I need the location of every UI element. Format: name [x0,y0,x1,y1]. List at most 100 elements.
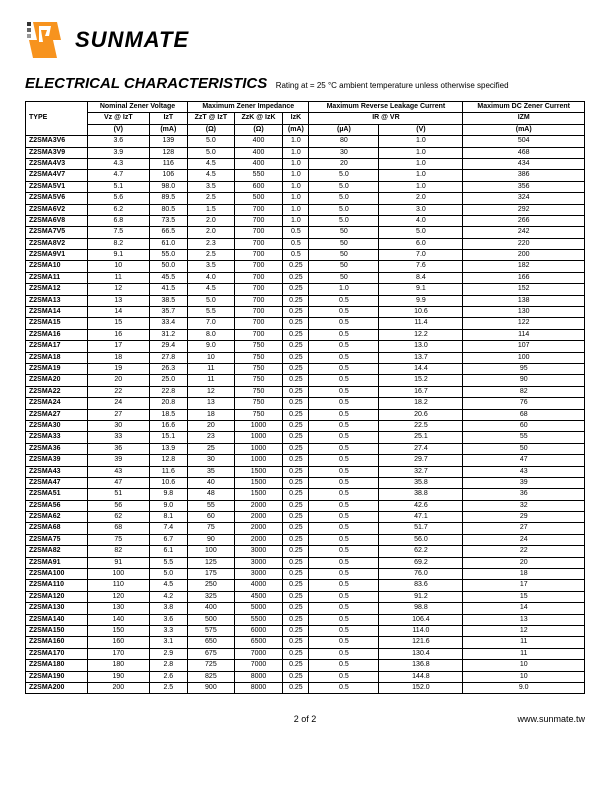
table-cell: 5.5 [188,307,235,318]
table-cell: 0.25 [283,261,309,272]
table-cell: 5.0 [309,204,379,215]
table-cell: 170 [88,648,150,659]
table-cell: 3.9 [88,147,150,158]
table-row: Z2SMA51519.84815000.250.538.836 [26,489,585,500]
table-cell: 7000 [234,660,283,671]
table-cell: 3.6 [88,136,150,147]
table-cell: 0.5 [309,432,379,443]
table-cell: 7.6 [379,261,463,272]
table-cell: 0.25 [283,557,309,568]
table-row: Z2SMA222222.8127500.250.516.782 [26,386,585,397]
table-cell: 32 [463,500,585,511]
table-cell: 61.0 [149,238,187,249]
table-cell: 9.1 [379,284,463,295]
table-cell: 39 [88,455,150,466]
table-cell: 11.6 [149,466,187,477]
table-cell: 7.5 [88,227,150,238]
page-title: ELECTRICAL CHARACTERISTICS [25,75,267,92]
table-cell: 76 [463,398,585,409]
table-cell: 5.0 [188,136,235,147]
table-cell: 1.0 [283,136,309,147]
table-cell: 5.0 [188,147,235,158]
table-cell: 0.5 [309,420,379,431]
table-cell: Z2SMA130 [26,603,88,614]
table-cell: 16.7 [379,386,463,397]
table-row: Z2SMA1601603.165065000.250.5121.611 [26,637,585,648]
table-cell: 14.4 [379,363,463,374]
table-cell: 0.5 [309,375,379,386]
table-cell: 22 [463,546,585,557]
table-cell: 1500 [234,489,283,500]
table-cell: 0.25 [283,284,309,295]
table-cell: 1.0 [379,147,463,158]
table-cell: 62 [88,512,150,523]
table-cell: 5.0 [309,181,379,192]
table-cell: 1.0 [379,158,463,169]
table-cell: 3.6 [149,614,187,625]
table-cell: 27 [463,523,585,534]
table-cell: 0.5 [309,512,379,523]
table-cell: 0.5 [309,580,379,591]
table-cell: Z2SMA5V1 [26,181,88,192]
table-cell: 8000 [234,671,283,682]
header-type: TYPE [26,102,88,136]
table-row: Z2SMA1801802.872570000.250.5136.810 [26,660,585,671]
table-cell: 50 [309,227,379,238]
table-cell: 38.8 [379,489,463,500]
table-cell: 10 [463,660,585,671]
header-izt: IzT [149,113,187,124]
logo-icon [25,20,65,60]
table-cell: 83.6 [379,580,463,591]
table-cell: Z2SMA18 [26,352,88,363]
table-cell: 0.25 [283,591,309,602]
table-cell: 27.8 [149,352,187,363]
table-cell: 1.0 [283,193,309,204]
table-row: Z2SMA1201204.232545000.250.591.215 [26,591,585,602]
table-cell: 98.0 [149,181,187,192]
table-cell: 200 [463,250,585,261]
table-cell: 140 [88,614,150,625]
table-cell: 130.4 [379,648,463,659]
table-cell: 22.8 [149,386,187,397]
table-cell: 266 [463,215,585,226]
table-cell: 386 [463,170,585,181]
table-cell: 68 [463,409,585,420]
table-cell: 7.0 [379,250,463,261]
table-cell: 100 [463,352,585,363]
table-cell: 2000 [234,523,283,534]
table-row: Z2SMA75756.79020000.250.556.024 [26,534,585,545]
table-row: Z2SMA62628.16020000.250.547.129 [26,512,585,523]
table-cell: 122 [463,318,585,329]
table-cell: 14 [88,307,150,318]
table-cell: Z2SMA3V6 [26,136,88,147]
table-cell: 0.5 [309,363,379,374]
table-row: Z2SMA1701702.967570000.250.5130.411 [26,648,585,659]
table-cell: 29.4 [149,341,187,352]
table-cell: 3.5 [188,261,235,272]
table-cell: 55 [463,432,585,443]
table-row: Z2SMA303016.62010000.250.522.560 [26,420,585,431]
table-cell: 200 [88,682,150,693]
table-row: Z2SMA242420.8137500.250.518.276 [26,398,585,409]
table-cell: 400 [234,158,283,169]
table-cell: 0.5 [309,648,379,659]
table-cell: 16.6 [149,420,187,431]
table-cell: 0.25 [283,295,309,306]
table-cell: 10.6 [379,307,463,318]
table-cell: 43 [88,466,150,477]
table-cell: 12 [188,386,235,397]
table-cell: 0.5 [309,591,379,602]
table-cell: 2.3 [188,238,235,249]
table-cell: Z2SMA47 [26,477,88,488]
table-cell: 4.5 [188,284,235,295]
table-cell: Z2SMA6V8 [26,215,88,226]
table-cell: 700 [234,284,283,295]
table-cell: 43 [463,466,585,477]
table-cell: 114 [463,329,585,340]
table-cell: 11 [188,363,235,374]
table-cell: 9.8 [149,489,187,500]
table-cell: Z2SMA11 [26,272,88,283]
logo-text: SUNMATE [75,27,189,53]
table-cell: 4.5 [149,580,187,591]
table-cell: 182 [463,261,585,272]
